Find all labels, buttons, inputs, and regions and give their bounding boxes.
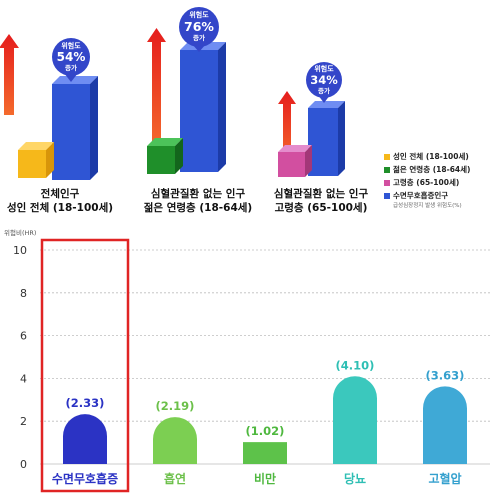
blue-bar-2 xyxy=(180,50,218,172)
y-tick-label: 10 xyxy=(13,244,27,257)
group-label-adults-line2: 성인 전체 (18-100세) xyxy=(6,202,114,214)
category-label-3: 비만 xyxy=(254,471,276,486)
legend-swatch-pink xyxy=(384,179,390,186)
risk-pin-2: 위험도 76% 증가 xyxy=(179,7,219,52)
legend-item-young: 젊은 연령층 (18-64세) xyxy=(384,163,492,176)
legend-label: 성인 전체 (18-100세) xyxy=(393,152,469,161)
svg-text:증가: 증가 xyxy=(65,63,77,72)
y-tick-label: 8 xyxy=(20,287,27,300)
risk-infographic-graphic: 위험도 54% 증가 위험도 76% 증가 xyxy=(0,7,345,180)
svg-text:위험도: 위험도 xyxy=(314,64,334,73)
risk-infographic: 위험도 54% 증가 위험도 76% 증가 xyxy=(0,0,493,225)
legend-label: 고령층 (65-100세) xyxy=(393,178,460,187)
svg-text:76%: 76% xyxy=(184,19,214,34)
y-axis-label: 위험비(HR) xyxy=(4,228,36,237)
legend-swatch-yellow xyxy=(384,153,390,160)
group-label-adults-line1: 전체인구 xyxy=(40,188,80,200)
hazard-ratio-chart: 위험비(HR) 0 2 4 6 8 10 (2.33) 수면무호흡증 (2.19) 흡연 (1.02)… xyxy=(0,228,493,496)
risk-pin-3: 위험도 34% 증가 xyxy=(306,62,342,103)
bar-2 xyxy=(153,417,197,464)
svg-text:위험도: 위험도 xyxy=(189,10,209,19)
group-young: 위험도 76% 증가 xyxy=(147,7,226,174)
category-label-5: 고혈압 xyxy=(428,471,461,486)
y-tick-label: 6 xyxy=(20,330,27,343)
value-label-4: (4.10) xyxy=(336,358,375,372)
category-label-2: 흡연 xyxy=(164,471,186,486)
group-elderly: 위험도 34% 증가 xyxy=(278,62,345,177)
legend-item-adults: 성인 전체 (18-100세) xyxy=(384,150,492,163)
red-arrow-3 xyxy=(278,91,296,165)
group-label-elderly-line2: 고령층 (65-100세) xyxy=(274,202,368,214)
red-arrow-1 xyxy=(0,34,19,115)
legend-label: 젊은 연령층 (18-64세) xyxy=(393,165,471,174)
legend-item-elderly: 고령층 (65-100세) xyxy=(384,176,492,189)
legend-swatch-blue xyxy=(384,192,390,199)
y-tick-label: 0 xyxy=(20,458,27,471)
value-label-1: (2.33) xyxy=(66,396,105,410)
svg-text:54%: 54% xyxy=(57,50,86,64)
y-tick-label: 4 xyxy=(20,372,27,385)
legend-label: 수면무호흡증인구 xyxy=(393,191,449,200)
value-label-2: (2.19) xyxy=(156,399,195,413)
legend-swatch-green xyxy=(384,166,390,173)
pink-cube xyxy=(278,152,305,177)
y-tick-label: 2 xyxy=(20,415,27,428)
svg-text:증가: 증가 xyxy=(193,33,205,42)
group-label-adults: 전체인구 성인 전체 (18-100세) xyxy=(0,187,120,215)
green-cube xyxy=(147,146,175,174)
category-label-4: 당뇨 xyxy=(344,471,366,486)
legend-note: 급성심장정지 발생 위험도(%) xyxy=(393,203,462,209)
value-label-3: (1.02) xyxy=(246,424,285,438)
value-label-5: (3.63) xyxy=(426,368,465,382)
bar-4 xyxy=(333,376,377,464)
legend: 성인 전체 (18-100세) 젊은 연령층 (18-64세) 고령층 (65-… xyxy=(384,150,492,209)
blue-bar-1 xyxy=(52,84,90,180)
group-label-elderly-line1: 심혈관질환 없는 인구 xyxy=(273,188,369,200)
svg-text:증가: 증가 xyxy=(318,86,330,95)
red-arrow-2 xyxy=(147,28,166,150)
legend-item-apnea: 수면무호흡증인구 xyxy=(384,189,492,202)
bar-3 xyxy=(243,442,287,464)
svg-text:34%: 34% xyxy=(310,73,338,87)
bar-5 xyxy=(423,386,467,464)
svg-text:위험도: 위험도 xyxy=(61,41,81,50)
group-label-young-line1: 심혈관질환 없는 인구 xyxy=(150,188,246,200)
highlight-frame xyxy=(40,238,130,493)
risk-pin-1: 위험도 54% 증가 xyxy=(52,38,90,82)
group-adults: 위험도 54% 증가 xyxy=(0,34,98,180)
blue-bar-3 xyxy=(308,108,338,176)
group-label-elderly: 심혈관질환 없는 인구 고령층 (65-100세) xyxy=(258,187,384,215)
group-label-young: 심혈관질환 없는 인구 젊은 연령층 (18-64세) xyxy=(128,187,268,215)
yellow-cube xyxy=(18,150,46,178)
category-label-1: 수면무호흡증 xyxy=(52,471,118,486)
bar-1 xyxy=(63,414,107,464)
hazard-ratio-chart-svg: 위험비(HR) 0 2 4 6 8 10 (2.33) 수면무호흡증 (2.19) 흡연 (1.02)… xyxy=(4,228,490,493)
group-label-young-line2: 젊은 연령층 (18-64세) xyxy=(143,202,253,214)
